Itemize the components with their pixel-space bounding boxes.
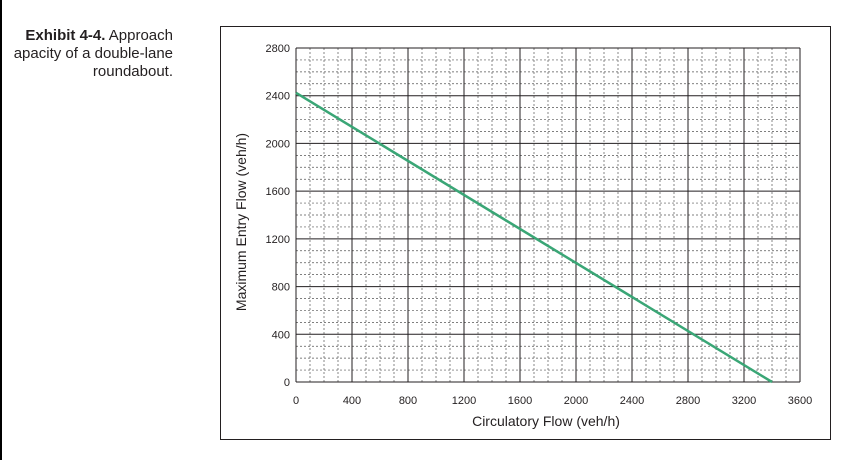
x-tick-label: 800 (399, 395, 417, 407)
x-tick-label: 2400 (620, 395, 644, 407)
major-grid (295, 47, 801, 383)
caption-text-1: Approach (108, 27, 173, 44)
x-tick-label: 3600 (788, 395, 812, 407)
minor-grid (296, 48, 800, 382)
y-tick-label: 2400 (266, 91, 290, 103)
series-line (295, 91, 773, 384)
y-tick-label: 1600 (266, 186, 290, 198)
tick-labels: 0 400 800 1200 1600 2000 2400 2800 3200 3600 0 400 8… (266, 43, 813, 407)
caption-line-1: Exhibit 4-4. Approach (0, 27, 173, 45)
x-tick-label: 2000 (564, 395, 588, 407)
x-tick-label: 400 (343, 395, 361, 407)
y-tick-label: 0 (284, 377, 290, 389)
x-tick-label: 1600 (508, 395, 532, 407)
x-tick-label: 0 (293, 395, 299, 407)
x-tick-label: 2800 (676, 395, 700, 407)
x-axis-title: Circulatory Flow (veh/h) (472, 413, 620, 429)
caption-text-2: apacity of a double-lane (13, 45, 173, 62)
series-layer (295, 91, 773, 384)
y-tick-label: 2800 (266, 43, 290, 55)
chart-frame (220, 26, 831, 440)
left-page-rule (0, 0, 2, 460)
exhibit-caption: Exhibit 4-4. Approach apacity of a doubl… (0, 27, 173, 81)
x-tick-label: 1200 (452, 395, 476, 407)
caption-text-3: roundabout. (92, 63, 173, 80)
y-tick-label: 400 (272, 329, 290, 341)
y-tick-label: 800 (272, 282, 290, 294)
y-tick-label: 1200 (266, 234, 290, 246)
y-axis-title: Maximum Entry Flow (veh/h) (233, 133, 249, 311)
exhibit-label: Exhibit 4-4. (25, 27, 106, 44)
y-tick-label: 2000 (266, 138, 290, 150)
x-tick-label: 3200 (732, 395, 756, 407)
